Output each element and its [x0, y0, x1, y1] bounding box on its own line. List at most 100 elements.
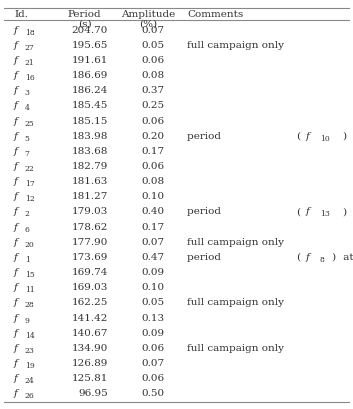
Text: 186.69: 186.69	[71, 71, 108, 80]
Text: 0.10: 0.10	[141, 192, 164, 201]
Text: 24: 24	[25, 376, 35, 384]
Text: at 184.05 s ignored: at 184.05 s ignored	[352, 131, 353, 140]
Text: 0.06: 0.06	[141, 343, 164, 352]
Text: 12: 12	[25, 195, 35, 203]
Text: 0.13: 0.13	[141, 313, 164, 322]
Text: 185.15: 185.15	[71, 116, 108, 125]
Text: 125.81: 125.81	[71, 373, 108, 382]
Text: 96.95: 96.95	[78, 389, 108, 397]
Text: f: f	[14, 86, 18, 95]
Text: 0.17: 0.17	[141, 222, 164, 231]
Text: 185.45: 185.45	[71, 101, 108, 110]
Text: f: f	[14, 26, 18, 34]
Text: 20: 20	[25, 240, 35, 248]
Text: 0.09: 0.09	[141, 267, 164, 276]
Text: 27: 27	[25, 44, 35, 52]
Text: at 173.59 s ignored: at 173.59 s ignored	[341, 252, 353, 261]
Text: 18: 18	[25, 29, 35, 36]
Text: 204.70: 204.70	[71, 26, 108, 34]
Text: 181.63: 181.63	[71, 177, 108, 186]
Text: f: f	[14, 267, 18, 276]
Text: 9: 9	[25, 316, 30, 324]
Text: f: f	[14, 343, 18, 352]
Text: 4: 4	[25, 104, 30, 112]
Text: 0.06: 0.06	[141, 56, 164, 65]
Text: f: f	[306, 252, 310, 261]
Text: 177.90: 177.90	[71, 237, 108, 246]
Text: 0.08: 0.08	[141, 177, 164, 186]
Text: 0.25: 0.25	[141, 101, 164, 110]
Text: 6: 6	[25, 225, 30, 233]
Text: 195.65: 195.65	[71, 40, 108, 49]
Text: f: f	[14, 252, 18, 261]
Text: 11: 11	[25, 285, 35, 294]
Text: 22: 22	[25, 164, 35, 173]
Text: 28: 28	[25, 301, 35, 309]
Text: full campaign only: full campaign only	[187, 237, 284, 246]
Text: f: f	[14, 207, 18, 216]
Text: 0.10: 0.10	[141, 283, 164, 292]
Text: (: (	[297, 252, 300, 261]
Text: f: f	[14, 222, 18, 231]
Text: full campaign only: full campaign only	[187, 298, 284, 307]
Text: 10: 10	[320, 134, 330, 142]
Text: 0.07: 0.07	[141, 237, 164, 246]
Text: 0.06: 0.06	[141, 162, 164, 171]
Text: 23: 23	[25, 346, 35, 354]
Text: ): )	[331, 252, 335, 261]
Text: full campaign only: full campaign only	[187, 40, 284, 49]
Text: 0.06: 0.06	[141, 373, 164, 382]
Text: 25: 25	[25, 119, 35, 127]
Text: f: f	[14, 389, 18, 397]
Text: at 178.96 s ignored: at 178.96 s ignored	[352, 207, 353, 216]
Text: 183.68: 183.68	[71, 146, 108, 155]
Text: 19: 19	[25, 361, 35, 369]
Text: f: f	[14, 298, 18, 307]
Text: 14: 14	[25, 331, 35, 339]
Text: ): )	[342, 131, 347, 140]
Text: 17: 17	[25, 180, 35, 188]
Text: f: f	[14, 192, 18, 201]
Text: f: f	[306, 131, 310, 140]
Text: 16: 16	[25, 74, 35, 82]
Text: f: f	[14, 313, 18, 322]
Text: f: f	[14, 101, 18, 110]
Text: f: f	[14, 71, 18, 80]
Text: 26: 26	[25, 391, 35, 399]
Text: 186.24: 186.24	[71, 86, 108, 95]
Text: 0.47: 0.47	[141, 252, 164, 261]
Text: f: f	[14, 283, 18, 292]
Text: 1: 1	[25, 255, 30, 263]
Text: f: f	[14, 56, 18, 65]
Text: 0.17: 0.17	[141, 146, 164, 155]
Text: f: f	[14, 177, 18, 186]
Text: 183.98: 183.98	[71, 131, 108, 140]
Text: period: period	[187, 252, 225, 261]
Text: period: period	[187, 207, 225, 216]
Text: Id.: Id.	[14, 10, 28, 19]
Text: period: period	[187, 131, 225, 140]
Text: f: f	[14, 116, 18, 125]
Text: 0.40: 0.40	[141, 207, 164, 216]
Text: 5: 5	[25, 134, 30, 142]
Text: f: f	[14, 131, 18, 140]
Text: 21: 21	[25, 59, 35, 67]
Text: 0.37: 0.37	[141, 86, 164, 95]
Text: 173.69: 173.69	[71, 252, 108, 261]
Text: 2: 2	[25, 210, 30, 218]
Text: 162.25: 162.25	[71, 298, 108, 307]
Text: Period: Period	[68, 10, 102, 19]
Text: 8: 8	[320, 255, 325, 263]
Text: Amplitude: Amplitude	[121, 10, 175, 19]
Text: 0.07: 0.07	[141, 358, 164, 367]
Text: 191.61: 191.61	[71, 56, 108, 65]
Text: 181.27: 181.27	[71, 192, 108, 201]
Text: 141.42: 141.42	[71, 313, 108, 322]
Text: (s): (s)	[78, 19, 91, 28]
Text: 140.67: 140.67	[71, 328, 108, 337]
Text: 134.90: 134.90	[71, 343, 108, 352]
Text: f: f	[14, 162, 18, 171]
Text: 0.50: 0.50	[141, 389, 164, 397]
Text: f: f	[14, 40, 18, 49]
Text: f: f	[306, 207, 310, 216]
